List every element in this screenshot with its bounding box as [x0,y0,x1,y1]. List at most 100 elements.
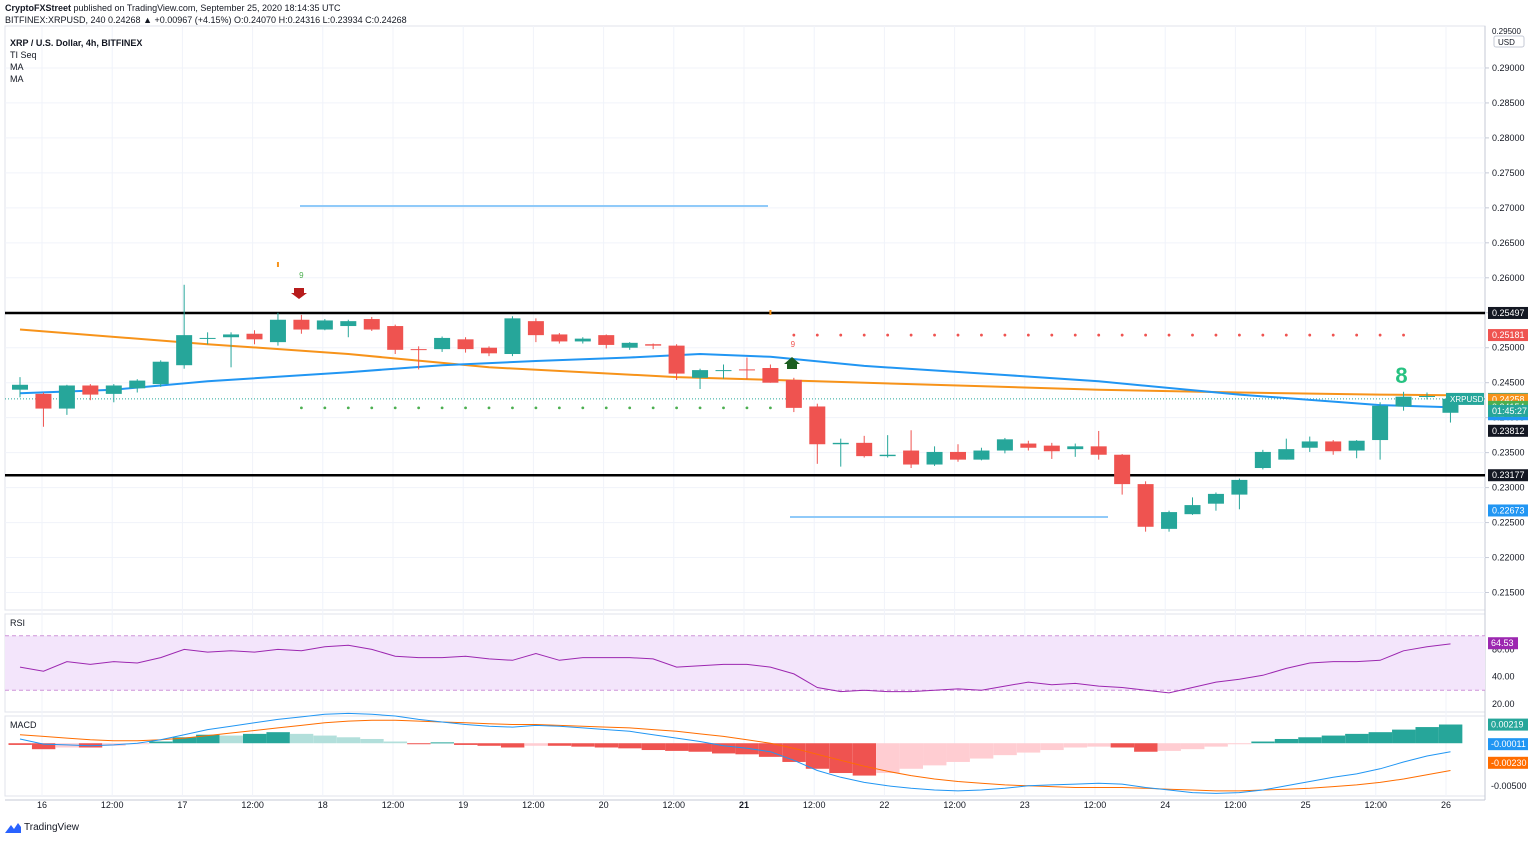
candle-body [12,384,28,390]
price-tick-label: 0.22500 [1492,518,1525,528]
macd-histogram-bar [1298,737,1322,744]
candle-body [58,385,75,409]
td-support-dot [581,406,585,410]
ohlc-header: BITFINEX:XRPUSD, 240 0.24268 ▲ +0.00967 … [5,15,407,25]
candle-body [1090,446,1107,455]
rsi-tick-label: 80.00 [1492,644,1515,654]
macd-histogram-bar [805,743,830,769]
candle-body [1325,441,1342,452]
macd-histogram-bar [1345,733,1369,744]
candle-body [926,451,943,465]
macd-histogram-bar [899,743,923,769]
usd-unit-label: USD [1498,38,1515,47]
indicator-price-badge [1488,329,1528,342]
td-resistance-dot [839,333,843,337]
time-tick-label: 18 [318,800,328,810]
macd-histogram-bar [454,743,478,745]
td-resistance-dot [980,333,983,337]
legend-td-seq[interactable]: TI Seq [10,50,37,60]
candle-body [598,335,615,345]
time-tick-label: 12:00 [1084,800,1107,810]
candle-body [1067,446,1084,450]
td-support-dot [604,406,608,410]
price-tick-label: 0.27500 [1492,168,1525,178]
price-tick-label: 0.28500 [1492,98,1525,108]
candle-body [715,370,732,372]
publisher-name[interactable]: CryptoFXStreet [5,3,72,13]
indicator-price-label: 0.23812 [1492,426,1525,436]
candle-body [1184,505,1201,515]
macd-histogram-bar [1204,743,1228,747]
macd-histogram-bar [1157,743,1181,751]
macd-value-badge [1488,718,1528,731]
td-resistance-dot [1167,333,1171,337]
macd-value-label: -0.00011 [1491,739,1526,749]
price-tick-label: 0.22000 [1492,553,1525,563]
candle-body [973,450,990,460]
candle-body [1395,396,1412,407]
candle-body [410,349,427,351]
macd-histogram-bar [500,743,525,748]
td-support-dot [511,406,514,410]
symbol-badge [1446,392,1484,405]
legend-symbol-title[interactable]: XRP / U.S. Dollar, 4h, BITFINEX [10,38,143,48]
macd-histogram-bar [149,741,173,744]
ma-orange-line [19,328,1451,397]
candle-body [692,370,709,378]
macd-histogram-bar [196,734,220,744]
tradingview-branding[interactable]: TradingView [5,822,79,833]
td-resistance-dot [1331,333,1335,337]
indicator-price-badge [1488,424,1528,437]
td-resistance-dot [1214,333,1218,337]
level-price-label: 0.25497 [1492,308,1525,318]
macd-histogram-bar [1181,743,1205,750]
level-price-badge [1488,306,1528,319]
price-tick-label: 0.29000 [1492,63,1525,73]
macd-histogram-bar [665,743,689,751]
macd-histogram-bar [31,743,56,750]
time-tick-label: 23 [1020,800,1030,810]
td-resistance-dot [1355,333,1359,337]
published-header: CryptoFXStreet published on TradingView.… [5,3,341,13]
macd-histogram-bar [125,743,150,745]
time-tick-label: 19 [458,800,468,810]
price-tick-label: 0.25000 [1492,343,1525,353]
macd-histogram-bar [1368,732,1392,744]
candle-body [269,319,286,343]
legend-ma-2[interactable]: MA [10,74,24,84]
macd-histogram-bar [313,735,337,744]
candle-body [668,345,685,374]
td-support-dot [628,406,632,410]
candle-body [246,333,263,340]
candle-body [645,344,662,346]
td-support-dot [534,406,538,410]
symbol-badge-label: XRPUSD [1450,395,1484,404]
candle-body [223,334,240,338]
candle-body [82,385,99,395]
candle-body [504,318,521,355]
candle-body [129,380,146,389]
candle-body [1278,449,1295,460]
td-support-dot [393,406,397,410]
candle-body [879,454,896,457]
candle-body [316,320,333,330]
macd-histogram-bar [712,743,736,754]
time-tick-label: 12:00 [241,800,264,810]
macd-histogram-bar [547,743,572,746]
candle-body [481,347,497,354]
candle-body [996,439,1013,451]
legend-ma-1[interactable]: MA [10,62,24,72]
candle-body [1043,445,1060,452]
candle-body [1301,441,1318,448]
macd-value-badge [1488,756,1528,769]
indicator-price-label: 0.22673 [1492,505,1525,515]
macd-histogram-bar [946,743,970,762]
macd-histogram-bar [852,743,877,776]
countdown-label: 01:45:27 [1492,406,1527,416]
candle-body [832,442,849,445]
macd-histogram-bar [1110,743,1135,748]
td-resistance-dot [1120,333,1124,337]
td-resistance-dot [1238,333,1241,337]
td-resistance-dot [1026,333,1030,337]
